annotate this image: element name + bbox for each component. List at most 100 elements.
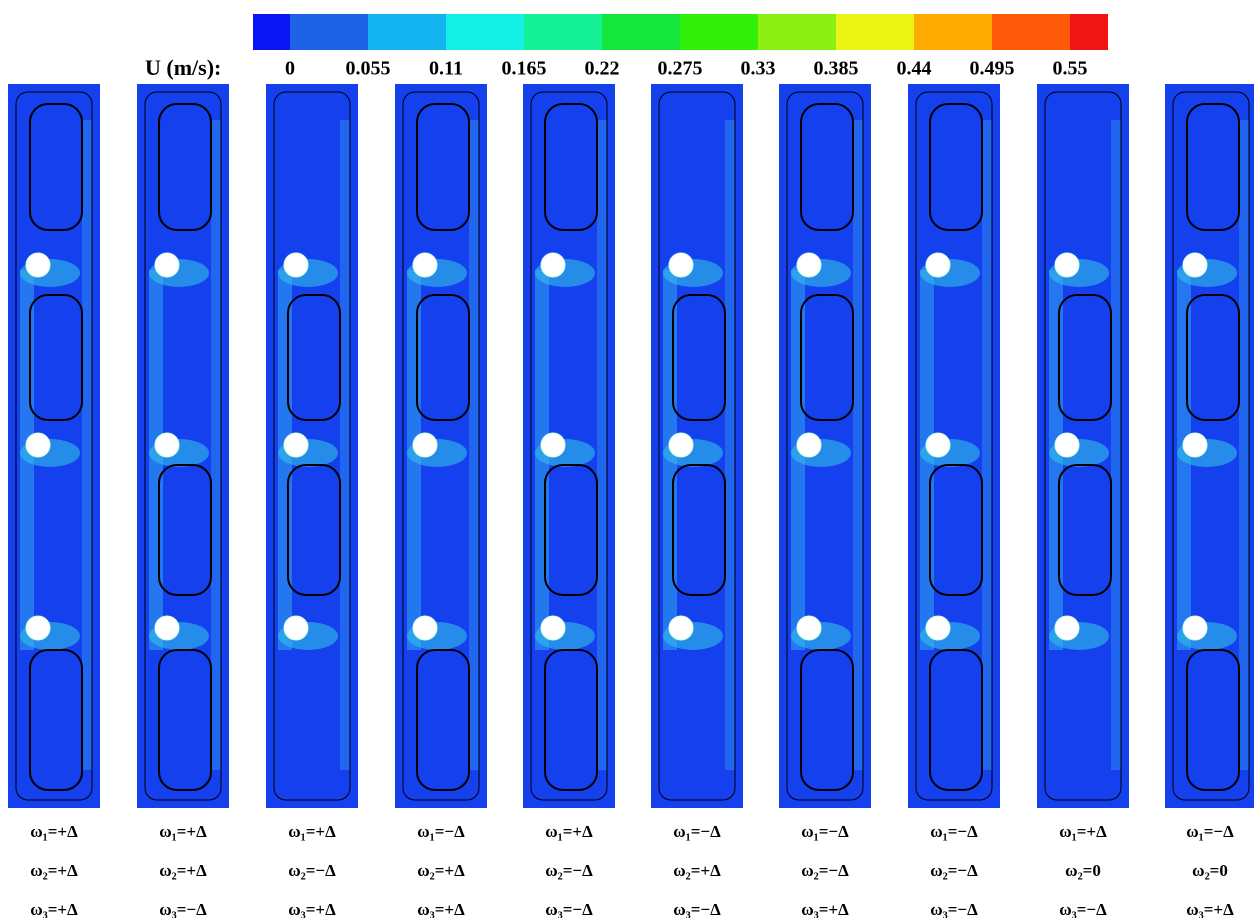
cylinder [796, 615, 822, 641]
streamline-loop [672, 294, 726, 421]
cylinder [25, 615, 51, 641]
cylinder [796, 432, 822, 458]
colorbar-tick-label: 0.11 [429, 58, 463, 80]
streamline-loop [800, 649, 854, 791]
streamline-loop [158, 649, 212, 791]
colorbar-segment [290, 14, 368, 50]
rotation-label: ω₃=+Δ [801, 900, 849, 918]
streamline-loop [544, 103, 598, 231]
streamline-loop [929, 103, 983, 231]
cylinder [540, 432, 566, 458]
flow-panel [137, 84, 229, 808]
cylinder [25, 252, 51, 278]
rotation-label: ω₃=+Δ [30, 900, 78, 918]
cylinder [668, 615, 694, 641]
rotation-label: ω₃=+Δ [417, 900, 465, 918]
colorbar-segment [992, 14, 1070, 50]
streamline-outer [530, 91, 608, 801]
high-velocity-band [982, 120, 992, 770]
cylinder [668, 252, 694, 278]
rotation-label: ω₁=+Δ [545, 822, 593, 841]
streamline-loop [29, 103, 83, 231]
cylinder [154, 615, 180, 641]
streamline-outer [402, 91, 480, 801]
cylinder [1054, 432, 1080, 458]
cylinder [283, 252, 309, 278]
flow-panel [908, 84, 1000, 808]
cylinder [283, 432, 309, 458]
cylinder [412, 252, 438, 278]
rotation-label: ω₂=−Δ [930, 861, 978, 880]
rotation-label: ω₃=−Δ [159, 900, 207, 918]
streamline-loop [287, 294, 341, 421]
high-velocity-band [597, 120, 607, 770]
streamline-outer [15, 91, 93, 801]
flow-panel [651, 84, 743, 808]
colorbar-tick-label: 0.22 [585, 58, 620, 80]
colorbar-tick-label: 0.385 [814, 58, 859, 80]
flow-panel [1165, 84, 1254, 808]
colorbar-tick-label: 0.275 [658, 58, 703, 80]
cylinder [1182, 615, 1208, 641]
rotation-label: ω₂=−Δ [801, 861, 849, 880]
rotation-label: ω₃=−Δ [673, 900, 721, 918]
rotation-label: ω₃=−Δ [545, 900, 593, 918]
rotation-label: ω₁=−Δ [1186, 822, 1234, 841]
streamline-loop [800, 103, 854, 231]
flow-panel [8, 84, 100, 808]
high-velocity-band [725, 120, 735, 770]
colorbar-segment [524, 14, 602, 50]
streamline-loop [1058, 464, 1112, 596]
rotation-label: ω₂=+Δ [159, 861, 207, 880]
cylinder [668, 432, 694, 458]
streamline-loop [416, 649, 470, 791]
streamline-loop [1186, 649, 1240, 791]
colorbar-tick-label: 0.165 [502, 58, 547, 80]
cylinder [1054, 252, 1080, 278]
colorbar-segment [758, 14, 836, 50]
streamline-loop [158, 464, 212, 596]
colorbar-tick-label: 0.44 [897, 58, 932, 80]
streamline-loop [1186, 103, 1240, 231]
cylinder [283, 615, 309, 641]
cylinder [25, 432, 51, 458]
rotation-label: ω₂=−Δ [545, 861, 593, 880]
cylinder [796, 252, 822, 278]
streamline-outer [786, 91, 864, 801]
cylinder [154, 432, 180, 458]
rotation-label: ω₃=−Δ [1059, 900, 1107, 918]
cylinder [412, 432, 438, 458]
rotation-label: ω₂=+Δ [417, 861, 465, 880]
streamline-loop [158, 103, 212, 231]
streamline-loop [929, 649, 983, 791]
high-velocity-band [1111, 120, 1121, 770]
streamline-loop [416, 103, 470, 231]
rotation-label: ω₁=−Δ [417, 822, 465, 841]
cylinder [925, 615, 951, 641]
streamline-outer [1044, 91, 1122, 801]
rotation-label: ω₂=+Δ [673, 861, 721, 880]
rotation-label: ω₁=+Δ [159, 822, 207, 841]
cylinder [540, 615, 566, 641]
streamline-loop [1058, 294, 1112, 421]
high-velocity-band [469, 120, 479, 770]
colorbar-tick-label: 0.495 [970, 58, 1015, 80]
flow-panel [266, 84, 358, 808]
high-velocity-band [853, 120, 863, 770]
rotation-label: ω₁=−Δ [673, 822, 721, 841]
cylinder [925, 252, 951, 278]
streamline-outer [915, 91, 993, 801]
streamline-loop [672, 464, 726, 596]
streamline-loop [287, 464, 341, 596]
high-velocity-band [1239, 120, 1249, 770]
streamline-loop [929, 464, 983, 596]
streamline-loop [544, 649, 598, 791]
streamline-loop [1186, 294, 1240, 421]
streamline-outer [1172, 91, 1250, 801]
rotation-label: ω₁=−Δ [930, 822, 978, 841]
streamline-loop [29, 294, 83, 421]
colorbar-segment [368, 14, 446, 50]
flow-panel [523, 84, 615, 808]
colorbar-segment [1070, 14, 1108, 50]
